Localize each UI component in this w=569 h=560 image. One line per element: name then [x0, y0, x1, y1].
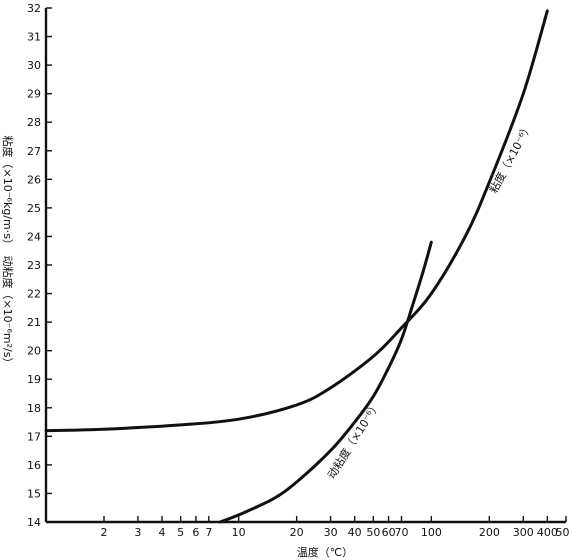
x-tick-label: 30 [324, 526, 338, 539]
y-tick-label: 24 [27, 230, 41, 243]
y-axis-title: 粘度（×10⁻⁶kg/m·s） 动粘度（×10⁻⁶m²/s） [1, 136, 15, 369]
y-tick-label: 21 [27, 316, 41, 329]
x-tick-label: 100 [421, 526, 442, 539]
x-axis-title: 温度（℃） [297, 545, 353, 559]
y-tick-label: 23 [27, 259, 41, 272]
x-tick-label: 6 [192, 526, 199, 539]
y-tick-label: 22 [27, 288, 41, 301]
x-tick-label: 4 [158, 526, 165, 539]
axes-layer [44, 8, 566, 524]
x-tick-label: 70 [394, 526, 408, 539]
y-tick-label: 18 [27, 402, 41, 415]
y-tick-label: 25 [27, 202, 41, 215]
series-line-viscosity [44, 9, 549, 433]
ticks-layer [46, 7, 567, 523]
x-tick-label: 7 [205, 526, 212, 539]
y-tick-label: 27 [27, 145, 41, 158]
y-tick-label: 20 [27, 345, 41, 358]
y-tick-label: 31 [27, 31, 41, 44]
x-tick-label: 40 [348, 526, 362, 539]
curves-layer [44, 9, 549, 524]
y-tick-label: 32 [27, 2, 41, 15]
y-tick-label: 29 [27, 88, 41, 101]
x-tick-label: 5 [177, 526, 184, 539]
x-tick-label: 200 [479, 526, 500, 539]
x-tick-label: 50 [366, 526, 380, 539]
y-tick-label: 15 [27, 487, 41, 500]
x-tick-label: 500 [556, 526, 569, 539]
x-tick-label: 20 [290, 526, 304, 539]
y-tick-label: 16 [27, 459, 41, 472]
y-tick-label: 30 [27, 59, 41, 72]
x-tick-label: 10 [232, 526, 246, 539]
y-tick-label: 17 [27, 430, 41, 443]
x-tick-label: 300 [513, 526, 534, 539]
x-tick-label: 3 [134, 526, 141, 539]
series-line-kinematic-viscosity [218, 240, 433, 524]
x-tick-label: 400 [537, 526, 558, 539]
y-tick-label: 28 [27, 116, 41, 129]
series-label-kinematic-viscosity: 动粘度（×10⁻⁶） [324, 399, 383, 481]
y-tick-label: 14 [27, 516, 41, 529]
x-tick-label: 2 [100, 526, 107, 539]
y-tick-label: 26 [27, 173, 41, 186]
x-tick-label: 60 [382, 526, 396, 539]
y-tick-label: 19 [27, 373, 41, 386]
